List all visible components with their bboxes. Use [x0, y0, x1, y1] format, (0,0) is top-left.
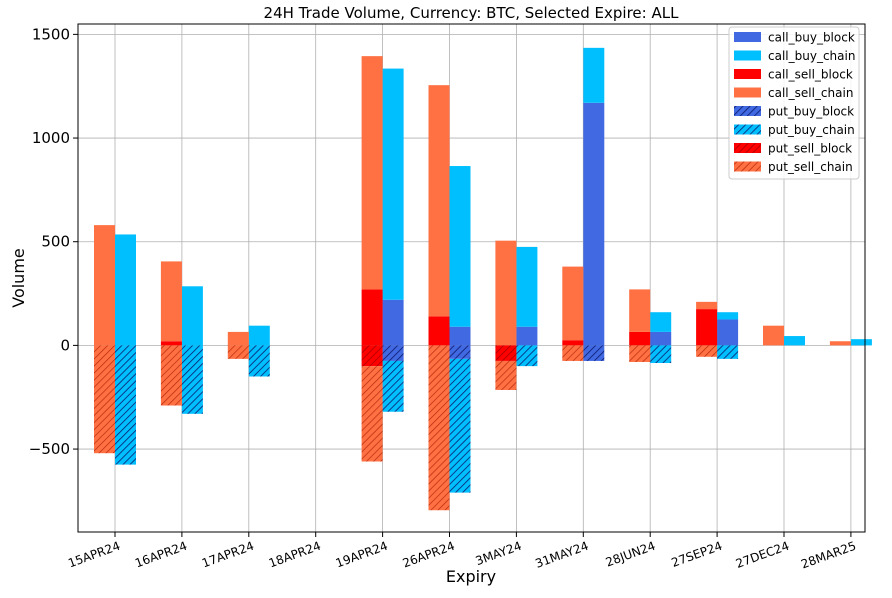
x-axis-ticks: 15APR24 16APR24 17APR24 18APR24 19APR24 26APR…: [66, 532, 858, 571]
legend-label-put_sell_block: put_sell_block: [768, 142, 852, 156]
bar-put_sell_chain-17APR24: [227, 345, 249, 359]
bar-call_sell_chain-27DEC24: [763, 325, 784, 346]
x-tick-label: 17APR24: [200, 539, 256, 571]
bar-put_buy_chain-27SEP24: [717, 345, 739, 359]
bar-call_sell_chain-27SEP24: [696, 301, 718, 310]
legend-swatch-call_buy_block: [734, 32, 761, 42]
x-axis-label: Expiry: [446, 567, 496, 586]
x-tick-label: 19APR24: [334, 539, 390, 571]
plot-frame: [77, 23, 866, 533]
bar-put_sell_chain-19APR24: [361, 366, 383, 462]
legend-label-call_sell_chain: call_sell_chain: [768, 86, 853, 100]
bar-put_buy_chain-28JUN24: [650, 345, 672, 364]
bar-call_sell_chain-16APR24: [160, 261, 182, 342]
bar-call_sell_chain-31MAY24: [562, 266, 584, 341]
bar-call_sell_chain-28JUN24: [629, 289, 651, 332]
bar-put_sell_chain-3MAY24: [495, 360, 517, 390]
bar-put_sell_chain-27SEP24: [696, 345, 718, 357]
bar-call_sell_block-27SEP24: [696, 309, 718, 346]
bar-call_buy_block-28JUN24: [650, 331, 672, 346]
bar-call_buy_chain-28MAR25: [850, 339, 872, 346]
bar-put_buy_block-31MAY24: [583, 345, 605, 361]
legend-swatch-put_buy_chain: [734, 124, 761, 135]
bar-call_buy_chain-19APR24: [382, 68, 404, 300]
x-tick-label: 27SEP24: [670, 539, 725, 570]
legend-label-call_buy_block: call_buy_block: [768, 31, 855, 45]
y-tick-label: 0: [60, 336, 70, 354]
legend-swatch-put_sell_chain: [734, 161, 761, 172]
y-axis-ticks: −500 0 500 1000 1500: [29, 25, 78, 458]
x-tick-label: 16APR24: [133, 539, 189, 571]
bar-call_buy_block-26APR24: [449, 326, 471, 346]
bar-put_sell_chain-31MAY24: [562, 345, 584, 361]
x-tick-label: 28MAR25: [799, 539, 858, 572]
bar-call_buy_block-31MAY24: [583, 102, 605, 346]
x-tick-label: 15APR24: [66, 539, 122, 571]
bar-call_sell_chain-15APR24: [94, 225, 115, 346]
legend: call_buy_block call_buy_chain call_sell_bl…: [728, 26, 860, 180]
bar-call_sell_block-26APR24: [428, 316, 450, 346]
bar-call_buy_block-19APR24: [382, 299, 404, 346]
chart-title: 24H Trade Volume, Currency: BTC, Selecte…: [264, 4, 680, 22]
bar-put_sell_chain-28JUN24: [629, 345, 651, 362]
y-tick-label: 1500: [32, 25, 70, 43]
bar-call_sell_chain-26APR24: [428, 85, 450, 317]
bar-put_sell_chain-16APR24: [160, 345, 182, 406]
legend-swatch-call_buy_chain: [734, 50, 761, 61]
bar-call_sell_chain-17APR24: [227, 331, 249, 346]
x-tick-label: 26APR24: [401, 539, 457, 571]
bar-call_sell_chain-28MAR25: [829, 341, 851, 346]
bar-put_buy_chain-17APR24: [248, 345, 270, 377]
bar-call_buy_chain-27SEP24: [717, 312, 739, 320]
y-tick-label: −500: [29, 440, 70, 458]
bar-call_sell_block-16APR24: [160, 341, 182, 346]
bars-layer: [94, 47, 872, 511]
y-tick-label: 1000: [32, 129, 70, 147]
x-tick-label: 27DEC24: [734, 539, 791, 571]
bar-call_buy_chain-26APR24: [449, 166, 471, 327]
bar-call_sell_chain-3MAY24: [495, 240, 517, 346]
bar-call_buy_chain-3MAY24: [516, 246, 538, 327]
bar-put_sell_block-19APR24: [361, 345, 383, 367]
legend-swatch-call_sell_block: [734, 69, 761, 79]
x-tick-label: 3MAY24: [474, 539, 524, 569]
bar-call_sell_chain-19APR24: [361, 56, 383, 290]
bar-call_buy_chain-15APR24: [115, 234, 136, 346]
bar-call_buy_chain-31MAY24: [583, 47, 605, 103]
bar-put_sell_block-3MAY24: [495, 345, 517, 361]
x-tick-label: 28JUN24: [604, 539, 658, 570]
bar-call_buy_chain-28JUN24: [650, 312, 672, 332]
bar-put_sell_chain-26APR24: [428, 345, 450, 511]
bar-call_sell_block-31MAY24: [562, 340, 584, 346]
bar-put_buy_chain-26APR24: [449, 358, 471, 493]
bar-put_buy_block-26APR24: [449, 345, 471, 359]
bar-call_sell_block-19APR24: [361, 289, 383, 346]
legend-swatch-put_sell_block: [734, 143, 761, 153]
y-tick-label: 500: [41, 233, 70, 251]
legend-swatch-put_buy_block: [734, 106, 761, 116]
legend-label-put_buy_block: put_buy_block: [768, 105, 854, 119]
bar-put_buy_block-19APR24: [382, 345, 404, 361]
legend-label-put_buy_chain: put_buy_chain: [768, 123, 855, 137]
y-axis-label: Volume: [9, 248, 28, 308]
legend-label-put_sell_chain: put_sell_chain: [768, 160, 853, 174]
legend-label-call_buy_chain: call_buy_chain: [768, 49, 855, 63]
legend-swatch-call_sell_chain: [734, 87, 761, 98]
bar-put_buy_chain-19APR24: [382, 360, 404, 412]
bar-put_buy_chain-16APR24: [181, 345, 203, 414]
bar-call_buy_block-3MAY24: [516, 326, 538, 346]
bar-call_sell_block-28JUN24: [629, 331, 651, 346]
bar-put_buy_chain-3MAY24: [516, 345, 538, 367]
bar-put_buy_chain-15APR24: [115, 345, 136, 465]
bar-call_buy_block-27SEP24: [717, 319, 739, 346]
bar-call_buy_chain-17APR24: [248, 325, 270, 346]
bar-call_buy_chain-27DEC24: [784, 336, 805, 346]
legend-label-call_sell_block: call_sell_block: [768, 68, 853, 82]
x-tick-label: 31MAY24: [533, 539, 590, 571]
bar-call_buy_chain-16APR24: [181, 286, 203, 346]
x-tick-label: 18APR24: [267, 539, 323, 571]
bar-put_sell_chain-15APR24: [94, 345, 115, 454]
